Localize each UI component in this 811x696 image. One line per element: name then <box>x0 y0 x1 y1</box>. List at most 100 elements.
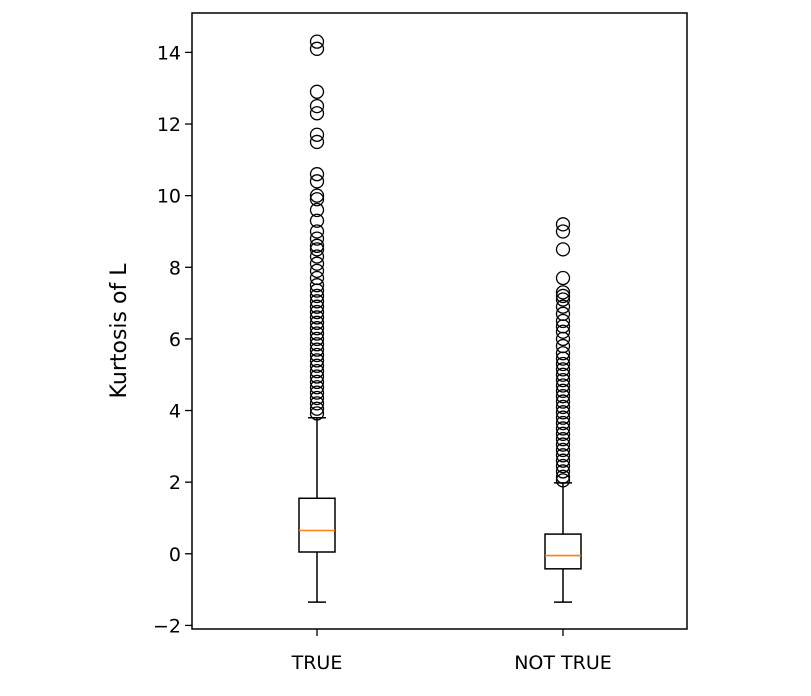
y-tick-label: 4 <box>169 401 181 423</box>
outlier-point <box>309 127 325 142</box>
outlier-point <box>309 34 325 49</box>
outlier-point <box>555 356 571 372</box>
outlier-point <box>309 374 325 390</box>
outlier-point <box>309 98 325 114</box>
outlier-point <box>555 437 571 452</box>
outlier-point <box>309 242 325 257</box>
outlier-point <box>555 473 571 488</box>
box-group <box>544 217 582 603</box>
outlier-point <box>309 396 325 411</box>
outlier-point <box>309 174 325 189</box>
outlier-point <box>555 421 571 436</box>
box-iqr <box>298 497 336 553</box>
outlier-point <box>555 224 571 239</box>
outlier-point <box>309 263 325 279</box>
y-tick-label: 14 <box>157 42 181 64</box>
y-tick-label: 8 <box>169 257 181 279</box>
outlier-point <box>309 213 325 228</box>
outlier-point <box>309 304 325 320</box>
y-tick-label: −2 <box>153 615 181 637</box>
x-axis: TRUE NOT TRUE <box>291 629 612 674</box>
y-tick-label: 10 <box>157 186 181 208</box>
outlier-point <box>309 385 325 400</box>
outlier-point <box>309 224 325 239</box>
outlier-point <box>555 394 571 409</box>
outlier-point <box>309 326 325 341</box>
outlier-point <box>555 313 571 329</box>
outlier-point <box>555 469 571 484</box>
outlier-point <box>555 346 571 361</box>
outlier-point <box>555 217 571 232</box>
y-tick-label: 6 <box>169 329 181 351</box>
y-axis-label: Kurtosis of L <box>107 263 132 399</box>
x-tick-label: NOT TRUE <box>514 652 612 674</box>
outlier-point <box>555 242 571 257</box>
outlier-point <box>309 331 325 347</box>
plot-marks <box>298 34 582 603</box>
outlier-point <box>309 369 325 384</box>
outlier-point <box>309 278 325 293</box>
outlier-point <box>309 358 325 373</box>
outlier-point <box>309 337 325 352</box>
outlier-point <box>555 306 571 321</box>
outlier-point <box>555 331 571 347</box>
outlier-point <box>555 410 571 425</box>
outlier-point <box>309 347 325 363</box>
outlier-point <box>555 362 571 377</box>
y-tick-label: 0 <box>169 544 181 566</box>
outlier-point <box>309 294 325 309</box>
outlier-point <box>309 406 325 421</box>
outlier-point <box>555 299 571 314</box>
outlier-point <box>555 389 571 404</box>
outlier-point <box>309 202 325 218</box>
outlier-point <box>555 426 571 441</box>
outlier-point <box>555 405 571 420</box>
outlier-point <box>309 380 325 395</box>
outlier-point <box>309 283 325 298</box>
outlier-point <box>555 442 571 458</box>
outlier-point <box>309 390 325 406</box>
outlier-point <box>555 351 571 366</box>
outlier-point <box>309 288 325 304</box>
outlier-point <box>309 192 325 207</box>
outlier-point <box>309 41 325 56</box>
outlier-point <box>555 270 571 286</box>
outlier-point <box>309 310 325 325</box>
outlier-point <box>309 342 325 357</box>
outlier-point <box>555 372 571 388</box>
plot-frame <box>191 12 688 630</box>
outlier-point <box>309 84 325 99</box>
x-tick-label: TRUE <box>291 652 343 674</box>
outlier-point <box>555 458 571 474</box>
outlier-point <box>555 285 571 300</box>
outlier-point <box>309 363 325 379</box>
outlier-point <box>309 315 325 330</box>
outlier-point <box>309 353 325 368</box>
y-axis: −2 0 2 4 6 8 10 12 14 <box>153 42 192 637</box>
outlier-point <box>555 292 571 307</box>
outlier-point <box>555 432 571 447</box>
outlier-point <box>309 299 325 314</box>
outlier-point <box>555 399 571 415</box>
outlier-point <box>309 270 325 286</box>
box-group <box>298 34 336 603</box>
outlier-point <box>555 415 571 431</box>
outlier-point <box>309 238 325 253</box>
outlier-point <box>309 321 325 336</box>
outlier-point <box>309 401 325 416</box>
outlier-point <box>555 324 571 339</box>
outlier-point <box>309 106 325 121</box>
outlier-point <box>309 231 325 246</box>
outlier-point <box>555 453 571 468</box>
y-tick-label: 12 <box>157 114 181 136</box>
box-iqr <box>544 533 582 570</box>
outlier-point <box>309 134 325 150</box>
outlier-point <box>555 464 571 479</box>
outlier-point <box>309 188 325 203</box>
outlier-point <box>555 383 571 398</box>
outlier-point <box>555 367 571 382</box>
outlier-point <box>309 167 325 182</box>
outlier-point <box>555 448 571 463</box>
outlier-point <box>309 249 325 264</box>
